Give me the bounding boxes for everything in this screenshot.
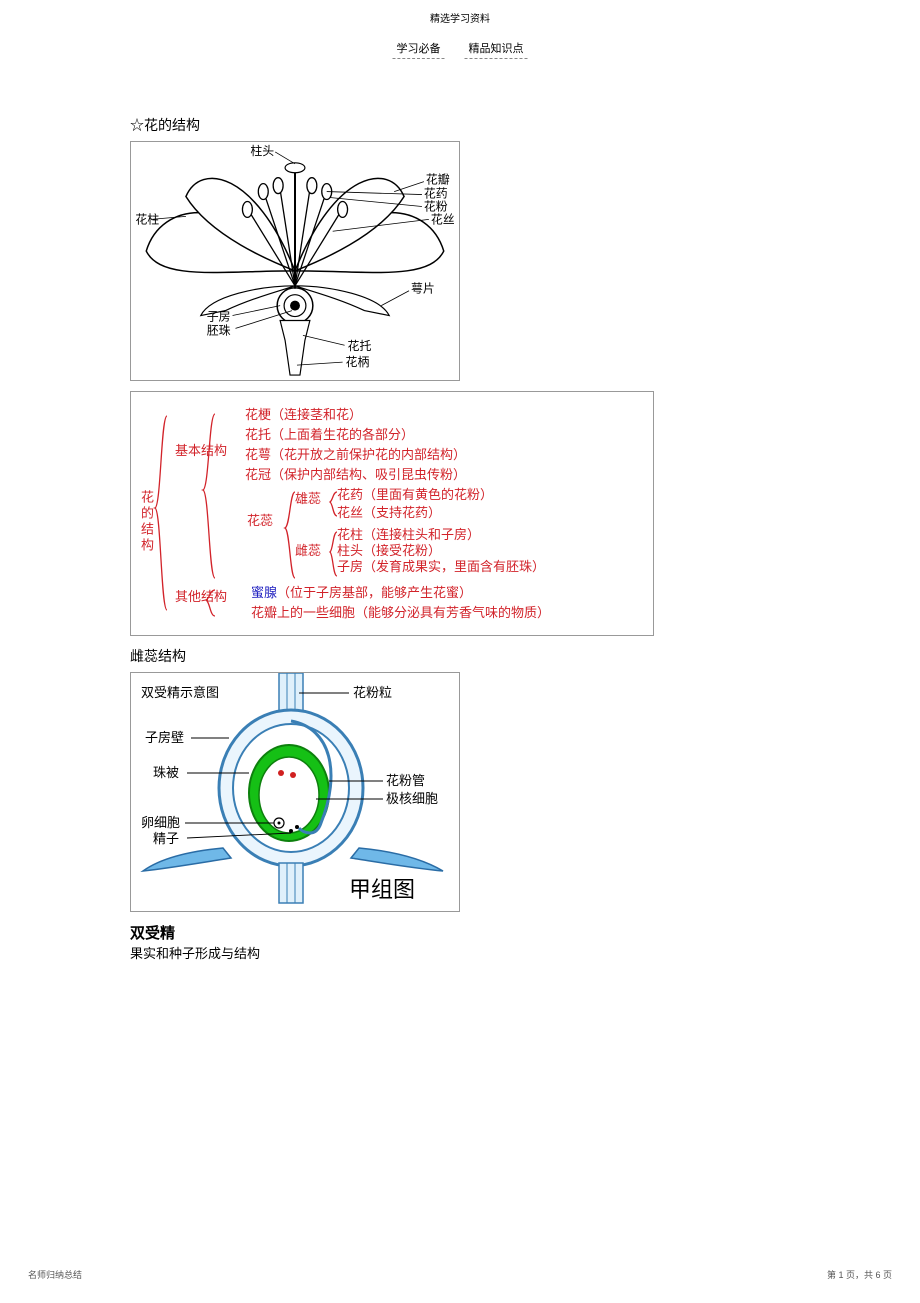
lbl-ovary-row: 子房（发育成果实，里面含有胚珠） <box>337 556 545 575</box>
lbl-integument: 珠被 <box>153 765 179 780</box>
lbl-root: 花的结构 <box>137 490 156 554</box>
title-fruit-seed: 果实和种子形成与结构 <box>130 943 790 962</box>
page-content: ☆花的结构 <box>130 115 790 968</box>
lbl-nectary-row: 蜜腺（位于子房基部，能够产生花蜜） <box>251 582 472 601</box>
lbl-ovary: 子房 <box>207 310 231 324</box>
lbl-basic: 基本结构 <box>175 440 203 459</box>
header-sub: 学习必备 精品知识点 <box>393 40 528 59</box>
lbl-anther-row: 花药（里面有黄色的花粉） <box>337 484 493 503</box>
lbl-receptacle-row: 花托（上面着生花的各部分） <box>245 424 414 443</box>
pistil-svg: 双受精示意图 花粉粒 子房壁 珠被 花粉管 极核细胞 卵细胞 精子 甲组图 <box>131 673 461 913</box>
header-sub-right: 精品知识点 <box>465 40 528 59</box>
lbl-filament-row: 花丝（支持花药） <box>337 502 441 521</box>
header-top-label: 精选学习资料 <box>430 10 490 25</box>
lbl-polar-nucleus: 极核细胞 <box>386 791 438 806</box>
lbl-pedicel: 花柄 <box>346 355 370 369</box>
lbl-egg: 卵细胞 <box>141 815 180 830</box>
lbl-essential: 花蕊 <box>247 510 273 529</box>
lbl-stigma: 柱头 <box>250 144 274 158</box>
lbl-filament: 花丝 <box>431 212 455 226</box>
lbl-style: 花柱 <box>135 212 159 226</box>
double-fertilization-diagram: 双受精示意图 花粉粒 子房壁 珠被 花粉管 极核细胞 卵细胞 精子 甲组图 <box>130 672 460 912</box>
flower-structure-tree: 花的结构 基本结构 其他结构 花梗（连接茎和花） 花托（上面着生花的各部分） 花… <box>130 391 654 636</box>
lbl-pollen-tube: 花粉管 <box>386 773 425 788</box>
pistil-title: 双受精示意图 <box>141 685 219 700</box>
lbl-pollen-grain: 花粉粒 <box>353 685 392 700</box>
lbl-stamen: 雄蕊 <box>295 488 321 507</box>
header-sub-left: 学习必备 <box>393 40 445 59</box>
title-double-fert: 双受精 <box>130 922 790 943</box>
lbl-ovary-wall: 子房壁 <box>145 730 184 745</box>
flower-anatomy-diagram: 柱头 花瓣 花药 花粉 花丝 花柱 萼片 子房 胚珠 花托 花柄 <box>130 141 460 381</box>
footer-left: 名师归纳总结 <box>28 1268 82 1281</box>
lbl-receptacle: 花托 <box>348 339 372 353</box>
lbl-pedicel-row: 花梗（连接茎和花） <box>245 404 362 423</box>
lbl-other: 其他结构 <box>175 586 203 605</box>
lbl-ovule: 胚珠 <box>207 323 231 337</box>
title-pistil: 雌蕊结构 <box>130 646 790 666</box>
lbl-corolla-row: 花冠（保护内部结构、吸引昆虫传粉） <box>245 464 466 483</box>
title-flower-structure: ☆花的结构 <box>130 115 790 135</box>
lbl-sepal: 萼片 <box>411 282 435 296</box>
lbl-calyx-row: 花萼（花开放之前保护花的内部结构） <box>245 444 466 463</box>
lbl-cells-row: 花瓣上的一些细胞（能够分泌具有芳香气味的物质） <box>251 602 550 621</box>
lbl-group: 甲组图 <box>349 877 415 902</box>
lbl-pistil: 雌蕊 <box>295 540 321 559</box>
lbl-sperm: 精子 <box>153 831 179 846</box>
lbl-petal: 花瓣 <box>426 173 450 187</box>
lbl-anther: 花药 <box>424 187 448 201</box>
footer-right: 第 1 页，共 6 页 <box>827 1268 892 1281</box>
flower-svg: 柱头 花瓣 花药 花粉 花丝 花柱 萼片 子房 胚珠 花托 花柄 <box>131 142 459 380</box>
lbl-pollen: 花粉 <box>424 199 448 213</box>
